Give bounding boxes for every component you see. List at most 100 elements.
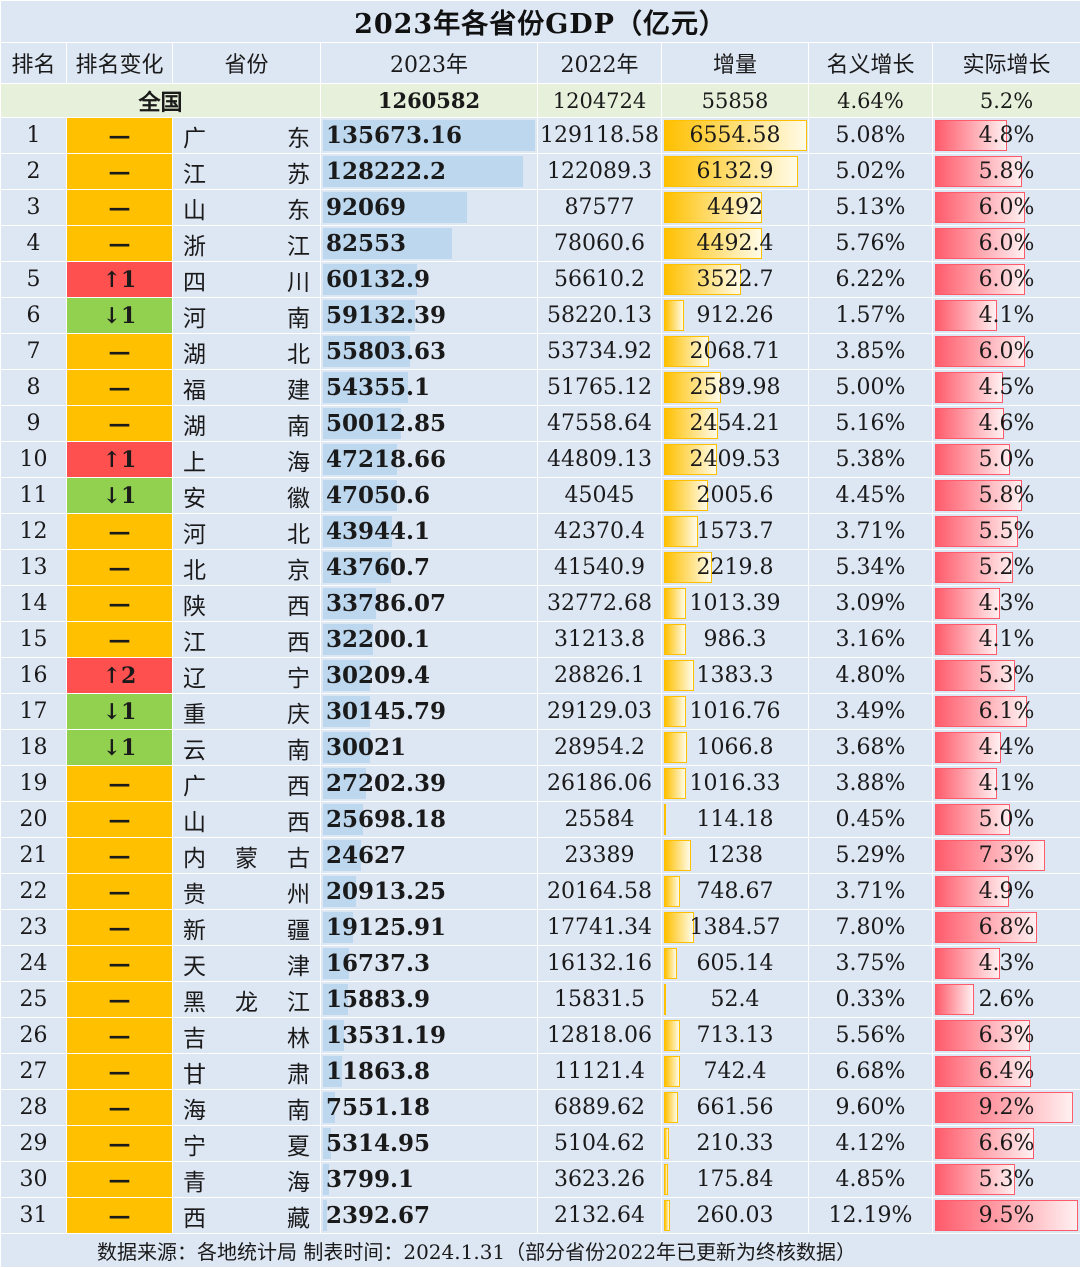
rank-change-cell[interactable]: — xyxy=(67,874,173,910)
gdp-2022-cell[interactable]: 28826.1 xyxy=(538,658,662,694)
gdp-2023-cell[interactable]: 50012.85 xyxy=(321,406,538,442)
nominal-growth-cell[interactable]: 0.45% xyxy=(809,802,933,838)
gdp-2023-cell[interactable]: 7551.18 xyxy=(321,1090,538,1126)
province-cell[interactable]: 广东 xyxy=(173,118,321,154)
rank-cell[interactable]: 8 xyxy=(1,370,67,406)
gdp-2022-cell[interactable]: 129118.58 xyxy=(538,118,662,154)
rank-change-cell[interactable]: — xyxy=(67,334,173,370)
real-growth-cell[interactable]: 4.1% xyxy=(933,622,1080,658)
real-growth-cell[interactable]: 6.4% xyxy=(933,1054,1080,1090)
rank-change-cell[interactable]: ↓1 xyxy=(67,730,173,766)
gdp-2022-cell[interactable]: 44809.13 xyxy=(538,442,662,478)
rank-cell[interactable]: 11 xyxy=(1,478,67,514)
gdp-2022-cell[interactable]: 5104.62 xyxy=(538,1126,662,1162)
real-growth-cell[interactable]: 4.4% xyxy=(933,730,1080,766)
gdp-2023-cell[interactable]: 30021 xyxy=(321,730,538,766)
increase-cell[interactable]: 1384.57 xyxy=(662,910,809,946)
gdp-2022-cell[interactable]: 32772.68 xyxy=(538,586,662,622)
nominal-growth-cell[interactable]: 3.71% xyxy=(809,874,933,910)
gdp-2022-cell[interactable]: 3623.26 xyxy=(538,1162,662,1198)
rank-cell[interactable]: 13 xyxy=(1,550,67,586)
rank-cell[interactable]: 27 xyxy=(1,1054,67,1090)
province-cell[interactable]: 湖北 xyxy=(173,334,321,370)
rank-cell[interactable]: 23 xyxy=(1,910,67,946)
increase-cell[interactable]: 2068.71 xyxy=(662,334,809,370)
gdp-2022-cell[interactable]: 122089.3 xyxy=(538,154,662,190)
gdp-2023-cell[interactable]: 128222.2 xyxy=(321,154,538,190)
gdp-2023-cell[interactable]: 47050.6 xyxy=(321,478,538,514)
province-cell[interactable]: 重庆 xyxy=(173,694,321,730)
increase-cell[interactable]: 2589.98 xyxy=(662,370,809,406)
rank-change-cell[interactable]: ↓1 xyxy=(67,298,173,334)
rank-cell[interactable]: 4 xyxy=(1,226,67,262)
header-rank-change[interactable]: 排名变化 xyxy=(67,43,173,84)
province-cell[interactable]: 青海 xyxy=(173,1162,321,1198)
rank-change-cell[interactable]: — xyxy=(67,1126,173,1162)
real-growth-cell[interactable]: 4.3% xyxy=(933,586,1080,622)
gdp-2022-cell[interactable]: 2132.64 xyxy=(538,1198,662,1234)
increase-cell[interactable]: 1066.8 xyxy=(662,730,809,766)
nominal-growth-cell[interactable]: 5.29% xyxy=(809,838,933,874)
nominal-growth-cell[interactable]: 3.75% xyxy=(809,946,933,982)
rank-cell[interactable]: 31 xyxy=(1,1198,67,1234)
increase-cell[interactable]: 661.56 xyxy=(662,1090,809,1126)
rank-cell[interactable]: 26 xyxy=(1,1018,67,1054)
gdp-2022-cell[interactable]: 45045 xyxy=(538,478,662,514)
national-real-growth[interactable]: 5.2% xyxy=(933,84,1080,118)
gdp-2023-cell[interactable]: 5314.95 xyxy=(321,1126,538,1162)
national-gdp-2022[interactable]: 1204724 xyxy=(538,84,662,118)
gdp-2022-cell[interactable]: 56610.2 xyxy=(538,262,662,298)
increase-cell[interactable]: 1013.39 xyxy=(662,586,809,622)
increase-cell[interactable]: 210.33 xyxy=(662,1126,809,1162)
rank-cell[interactable]: 15 xyxy=(1,622,67,658)
rank-change-cell[interactable]: — xyxy=(67,586,173,622)
province-cell[interactable]: 黑龙江 xyxy=(173,982,321,1018)
header-nominal-growth[interactable]: 名义增长 xyxy=(809,43,933,84)
nominal-growth-cell[interactable]: 5.56% xyxy=(809,1018,933,1054)
real-growth-cell[interactable]: 4.8% xyxy=(933,118,1080,154)
increase-cell[interactable]: 2409.53 xyxy=(662,442,809,478)
province-cell[interactable]: 上海 xyxy=(173,442,321,478)
nominal-growth-cell[interactable]: 6.68% xyxy=(809,1054,933,1090)
nominal-growth-cell[interactable]: 7.80% xyxy=(809,910,933,946)
rank-cell[interactable]: 12 xyxy=(1,514,67,550)
gdp-2023-cell[interactable]: 92069 xyxy=(321,190,538,226)
header-increase[interactable]: 增量 xyxy=(662,43,809,84)
rank-change-cell[interactable]: ↑1 xyxy=(67,442,173,478)
increase-cell[interactable]: 1383.3 xyxy=(662,658,809,694)
increase-cell[interactable]: 1238 xyxy=(662,838,809,874)
gdp-2023-cell[interactable]: 11863.8 xyxy=(321,1054,538,1090)
national-gdp-2023[interactable]: 1260582 xyxy=(321,84,538,118)
gdp-2022-cell[interactable]: 11121.4 xyxy=(538,1054,662,1090)
gdp-2023-cell[interactable]: 16737.3 xyxy=(321,946,538,982)
real-growth-cell[interactable]: 4.1% xyxy=(933,298,1080,334)
province-cell[interactable]: 安徽 xyxy=(173,478,321,514)
province-cell[interactable]: 福建 xyxy=(173,370,321,406)
rank-change-cell[interactable]: — xyxy=(67,946,173,982)
gdp-2023-cell[interactable]: 47218.66 xyxy=(321,442,538,478)
gdp-2022-cell[interactable]: 25584 xyxy=(538,802,662,838)
rank-change-cell[interactable]: ↓1 xyxy=(67,694,173,730)
rank-cell[interactable]: 14 xyxy=(1,586,67,622)
nominal-growth-cell[interactable]: 3.16% xyxy=(809,622,933,658)
increase-cell[interactable]: 605.14 xyxy=(662,946,809,982)
real-growth-cell[interactable]: 6.0% xyxy=(933,226,1080,262)
province-cell[interactable]: 海南 xyxy=(173,1090,321,1126)
province-cell[interactable]: 辽宁 xyxy=(173,658,321,694)
rank-change-cell[interactable]: ↓1 xyxy=(67,478,173,514)
rank-change-cell[interactable]: — xyxy=(67,838,173,874)
gdp-2023-cell[interactable]: 13531.19 xyxy=(321,1018,538,1054)
rank-change-cell[interactable]: — xyxy=(67,1054,173,1090)
rank-change-cell[interactable]: — xyxy=(67,622,173,658)
increase-cell[interactable]: 3522.7 xyxy=(662,262,809,298)
province-cell[interactable]: 宁夏 xyxy=(173,1126,321,1162)
real-growth-cell[interactable]: 6.0% xyxy=(933,334,1080,370)
gdp-2022-cell[interactable]: 28954.2 xyxy=(538,730,662,766)
rank-cell[interactable]: 30 xyxy=(1,1162,67,1198)
increase-cell[interactable]: 4492.4 xyxy=(662,226,809,262)
real-growth-cell[interactable]: 7.3% xyxy=(933,838,1080,874)
province-cell[interactable]: 新疆 xyxy=(173,910,321,946)
real-growth-cell[interactable]: 5.5% xyxy=(933,514,1080,550)
rank-cell[interactable]: 20 xyxy=(1,802,67,838)
rank-cell[interactable]: 6 xyxy=(1,298,67,334)
